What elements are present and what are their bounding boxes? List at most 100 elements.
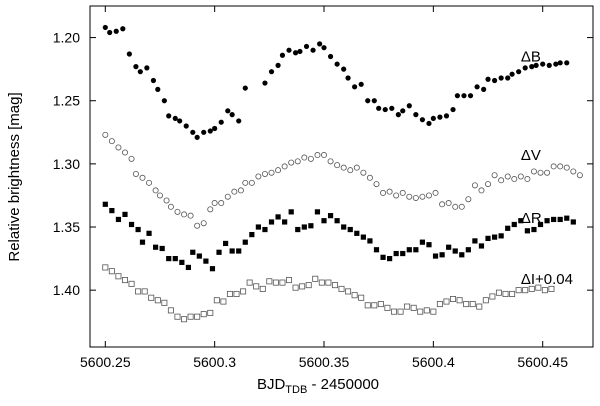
data-point [535,284,542,291]
data-point [364,302,371,309]
data-point [255,173,262,180]
data-point [352,84,358,90]
data-point [505,225,511,231]
data-point [341,66,347,72]
data-point [465,247,471,253]
x-tick-label: 5600.45 [517,354,568,370]
data-point [279,279,286,286]
data-point [207,128,213,134]
data-point [537,169,544,176]
data-point [109,208,115,214]
series-layer [102,24,583,323]
data-point [318,279,325,286]
data-point [439,252,445,258]
data-point [376,105,382,111]
data-point [218,119,224,125]
data-point [481,86,487,92]
data-point [115,144,122,151]
data-point [268,69,275,75]
data-point [166,255,172,262]
data-point [436,301,443,308]
data-point [463,301,470,308]
data-point [511,176,518,183]
data-point [557,216,563,223]
data-point [413,112,419,118]
data-point [128,280,135,287]
data-point [295,226,301,233]
data-point [102,24,108,31]
data-point [126,51,132,57]
data-point [286,277,293,284]
data-point [121,149,128,156]
data-point [301,154,308,161]
data-point [393,192,400,199]
data-point [115,273,122,280]
data-point [139,174,146,181]
data-point [275,167,282,174]
data-point [476,303,483,310]
data-point [351,292,358,299]
data-point [236,118,242,124]
data-point [122,211,128,217]
data-point [174,313,181,320]
data-point [301,224,307,230]
data-point [216,249,222,255]
data-point [443,298,450,305]
data-point [469,301,476,308]
data-point [259,285,266,292]
data-point [406,193,413,200]
data-point [299,283,306,290]
data-point [174,208,181,215]
data-point [203,258,209,264]
data-point [495,289,502,296]
data-point [310,47,316,53]
data-point [321,45,327,51]
data-point [135,226,141,233]
data-point [400,250,406,257]
data-point [509,290,516,297]
data-point [121,277,128,284]
data-point [314,152,321,159]
data-point [236,248,242,254]
data-point [530,168,537,175]
data-point [317,41,323,47]
data-point [161,299,168,306]
data-point [382,106,388,113]
data-point [419,239,426,245]
data-point [275,62,281,68]
data-point [452,248,458,254]
data-point [395,112,401,118]
data-point [533,62,539,68]
data-point [248,179,255,186]
data-point [213,297,220,304]
data-point [255,224,261,230]
data-point [524,228,530,234]
data-point [166,113,172,119]
data-point [491,172,498,179]
data-point [410,304,417,311]
y-axis: 1.20 1.25 1.30 1.35 1.40 [53,30,593,298]
series-4 [102,264,555,323]
data-point [266,278,273,285]
data-point [292,284,299,291]
data-point [432,253,439,259]
data-point [546,62,552,68]
data-point [461,93,467,99]
data-point [194,134,200,140]
data-point [373,181,380,188]
series-labels: ΔB ΔV ΔR ΔI+0.04 [521,49,573,288]
data-point [181,316,188,323]
data-point [367,238,373,244]
data-point [207,309,214,316]
data-point [190,129,196,135]
data-point [373,247,380,253]
series-label: ΔR [521,210,542,227]
data-point [153,244,159,250]
data-point [347,226,353,233]
data-point [177,118,183,124]
data-point [183,123,189,129]
data-point [107,29,113,36]
data-point [498,233,504,239]
data-point [231,188,238,195]
data-point [439,201,446,208]
